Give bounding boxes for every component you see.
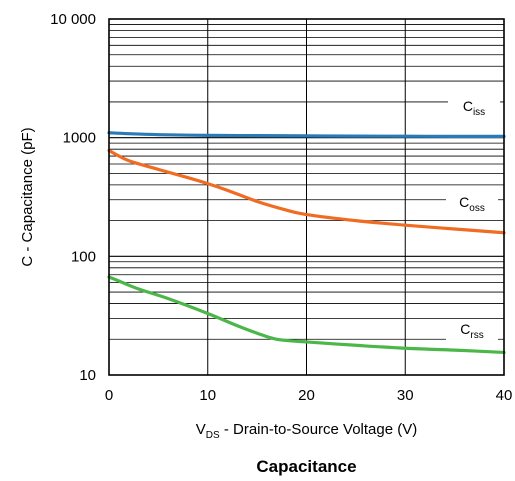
- series-labels: Ciss Coss Crss: [446, 96, 500, 341]
- y-tick-label: 10 000: [50, 11, 96, 28]
- series-label-crss: Crss: [460, 321, 483, 341]
- series-lines: [107, 131, 506, 355]
- series-label-background: [446, 319, 498, 341]
- x-tick-label: 30: [397, 387, 414, 404]
- series-line-coss: [107, 148, 506, 235]
- x-tick-label: 20: [298, 387, 315, 404]
- plot-frame: [108, 18, 505, 376]
- chart-caption: Capacitance: [256, 457, 356, 476]
- series-label-background: [446, 192, 498, 214]
- x-tick-label: 0: [105, 387, 113, 404]
- x-tick-label: 40: [496, 387, 513, 404]
- series-line-crss: [107, 275, 506, 355]
- series-label-ciss: Ciss: [463, 98, 485, 118]
- y-axis-label: C - Capacitance (pF): [19, 127, 36, 266]
- series-label-coss: Coss: [459, 194, 485, 214]
- y-tick-label: 1000: [63, 130, 96, 147]
- y-tick-label: 10: [79, 367, 96, 384]
- x-axis-label: VDS - Drain-to-Source Voltage (V): [196, 421, 418, 441]
- y-tick-label: 100: [71, 248, 96, 265]
- series-label-background: [448, 96, 500, 118]
- series-line-ciss: [107, 131, 506, 139]
- tick-labels: 0 10 20 30 40 10 100 1000 10 000: [50, 11, 512, 404]
- grid-lines: [108, 19, 505, 376]
- x-tick-label: 10: [199, 387, 216, 404]
